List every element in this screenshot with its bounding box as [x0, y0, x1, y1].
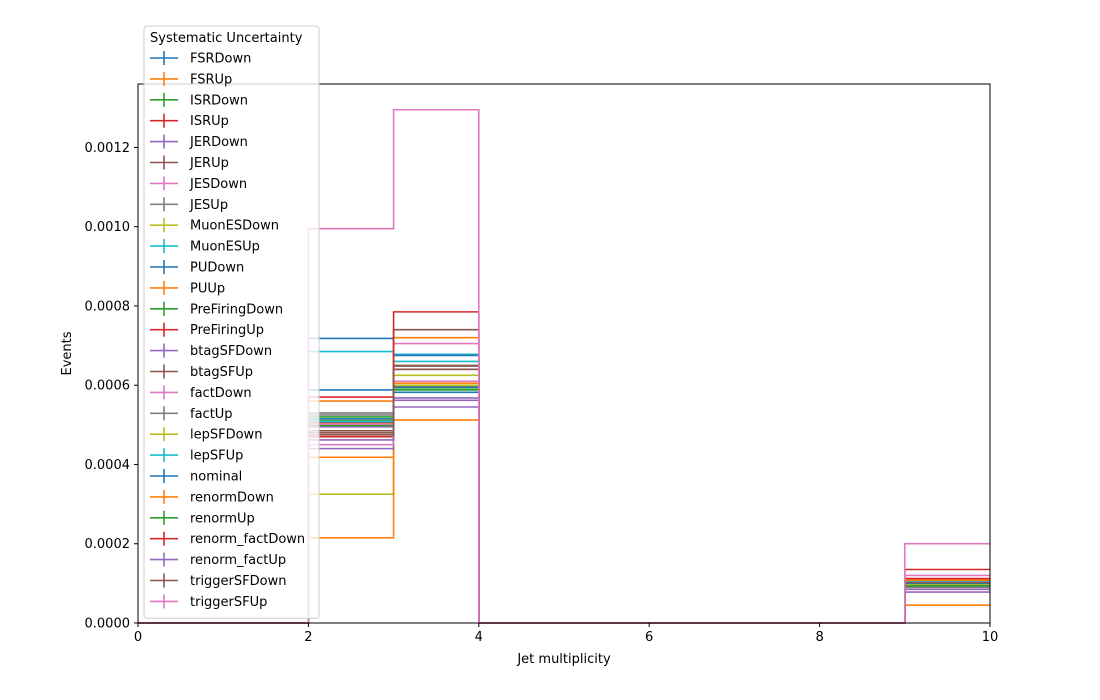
legend-entry-nominal: nominal — [150, 469, 242, 485]
x-axis-label: Jet multiplicity — [516, 652, 611, 667]
legend-entry-JESUp: JESUp — [150, 197, 228, 213]
legend-label: PUUp — [190, 281, 225, 296]
y-tick-label: 0.0002 — [85, 537, 131, 552]
legend-label: JERDown — [189, 135, 248, 150]
legend-entry-renorm_factUp: renorm_factUp — [150, 552, 286, 568]
y-tick-label: 0.0010 — [85, 220, 131, 235]
x-tick-label: 6 — [645, 630, 653, 645]
legend-label: PUDown — [190, 261, 244, 276]
legend-entry-PUDown: PUDown — [150, 260, 244, 276]
legend-label: factUp — [190, 407, 233, 422]
legend-entry-renormDown: renormDown — [150, 489, 274, 505]
legend-label: lepSFDown — [190, 428, 262, 443]
legend-entry-lepSFUp: lepSFUp — [150, 448, 243, 464]
y-tick-label: 0.0012 — [85, 141, 131, 156]
x-tick-label: 0 — [134, 630, 142, 645]
legend-entry-PreFiringDown: PreFiringDown — [150, 301, 283, 317]
legend-entry-PUUp: PUUp — [150, 280, 225, 296]
legend-label: renorm_factUp — [190, 553, 286, 568]
legend-entry-renorm_factDown: renorm_factDown — [150, 531, 305, 547]
legend-entry-factUp: factUp — [150, 406, 233, 422]
legend-label: renormDown — [190, 490, 274, 505]
legend-box — [143, 25, 320, 619]
legend-entry-PreFiringUp: PreFiringUp — [150, 322, 264, 338]
legend-label: ISRUp — [190, 114, 229, 129]
legend-label: btagSFUp — [190, 365, 253, 380]
legend-entry-factDown: factDown — [150, 385, 252, 401]
legend-label: MuonESDown — [190, 219, 279, 234]
legend: Systematic Uncertainty FSRDown FSRUp ISRDow… — [143, 25, 320, 619]
legend-entry-triggerSFUp: triggerSFUp — [150, 594, 267, 610]
y-tick-label: 0.0008 — [85, 299, 131, 314]
legend-entry-MuonESUp: MuonESUp — [150, 239, 260, 255]
x-tick-label: 10 — [982, 630, 999, 645]
legend-label: nominal — [190, 470, 242, 485]
legend-label: renorm_factDown — [190, 532, 305, 547]
legend-label: triggerSFDown — [190, 574, 286, 589]
legend-label: triggerSFUp — [190, 595, 267, 610]
legend-entry-FSRDown: FSRDown — [150, 51, 251, 67]
x-tick-label: 4 — [475, 630, 483, 645]
legend-label: FSRUp — [190, 72, 232, 87]
axes: 0 2 4 6 8 10 0.0000 0.0002 0.0004 0.0006 0.0008 0.0… — [60, 83, 999, 667]
legend-label: btagSFDown — [190, 344, 272, 359]
legend-label: lepSFUp — [190, 449, 243, 464]
legend-entry-FSRUp: FSRUp — [150, 71, 232, 87]
legend-entry-MuonESDown: MuonESDown — [150, 218, 279, 234]
axes-frame — [137, 83, 991, 624]
legend-entry-JERUp: JERUp — [150, 155, 229, 171]
legend-entry-JERDown: JERDown — [150, 134, 248, 150]
legend-label: PreFiringUp — [190, 323, 264, 338]
y-tick-label: 0.0004 — [85, 458, 131, 473]
legend-entry-ISRDown: ISRDown — [150, 92, 248, 108]
legend-label: MuonESUp — [190, 240, 260, 255]
legend-entry-renormUp: renormUp — [150, 510, 255, 526]
x-tick-label: 8 — [815, 630, 823, 645]
x-tick-label: 2 — [304, 630, 312, 645]
legend-entry-ISRUp: ISRUp — [150, 113, 229, 129]
legend-entry-triggerSFDown: triggerSFDown — [150, 573, 286, 589]
legend-entry-JESDown: JESDown — [150, 176, 247, 192]
legend-label: FSRDown — [190, 52, 251, 67]
y-tick-label: 0.0006 — [85, 379, 131, 394]
legend-label: ISRDown — [190, 93, 248, 108]
y-tick-label: 0.0000 — [85, 617, 131, 632]
legend-entry-btagSFDown: btagSFDown — [150, 343, 272, 359]
legend-label: JESDown — [189, 177, 247, 192]
legend-title: Systematic Uncertainty — [150, 31, 303, 46]
legend-entry-btagSFUp: btagSFUp — [150, 364, 253, 380]
legend-label: renormUp — [190, 511, 255, 526]
legend-label: JERUp — [189, 156, 229, 171]
y-axis-label: Events — [60, 331, 75, 375]
legend-label: PreFiringDown — [190, 302, 283, 317]
legend-entry-lepSFDown: lepSFDown — [150, 427, 262, 443]
legend-label: JESUp — [189, 198, 228, 213]
legend-label: factDown — [190, 386, 252, 401]
